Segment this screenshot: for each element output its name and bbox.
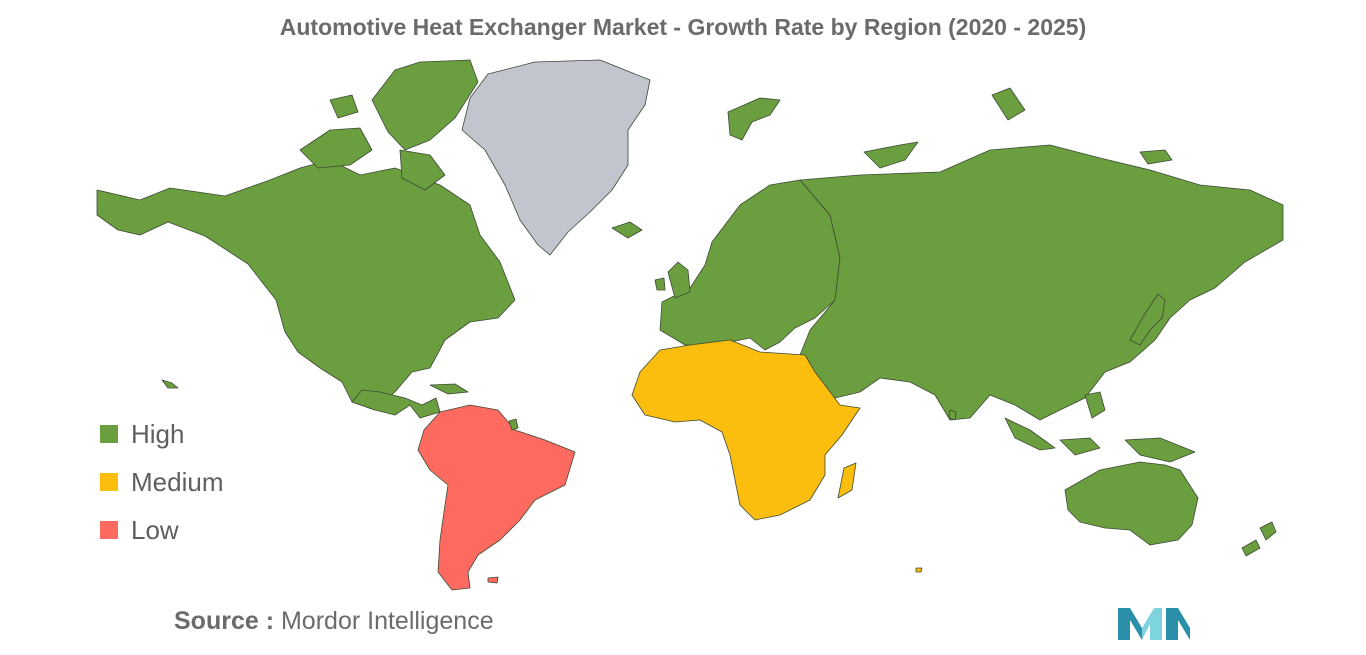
region-central-america bbox=[351, 389, 441, 419]
chart-title: Automotive Heat Exchanger Market - Growt… bbox=[279, 14, 1087, 40]
mordor-intelligence-logo bbox=[1118, 608, 1190, 640]
region-africa bbox=[631, 339, 861, 521]
region-australia bbox=[1064, 461, 1199, 546]
region-north-america bbox=[96, 159, 516, 411]
region-new-zealand bbox=[1259, 521, 1277, 541]
region-japan bbox=[1129, 293, 1166, 346]
legend-item-medium: Medium bbox=[100, 458, 223, 506]
legend-swatch-low bbox=[100, 521, 118, 539]
legend-item-high: High bbox=[100, 410, 223, 458]
legend-label: High bbox=[131, 418, 185, 449]
legend-item-low: Low bbox=[100, 506, 223, 554]
region-arctic-islands bbox=[371, 59, 479, 151]
legend: High Medium Low bbox=[100, 410, 223, 554]
region-asia bbox=[799, 144, 1284, 421]
source-value: Mordor Intelligence bbox=[280, 607, 494, 635]
legend-label: Medium bbox=[131, 466, 224, 497]
region-madagascar bbox=[837, 462, 857, 499]
region-europe bbox=[659, 179, 841, 351]
legend-swatch-high bbox=[100, 425, 118, 443]
legend-swatch-medium bbox=[100, 473, 118, 491]
region-french-guiana bbox=[508, 418, 519, 431]
region-south-america bbox=[417, 404, 576, 591]
source-key: Source : bbox=[174, 607, 275, 635]
source-note: Source : Mordor Intelligence bbox=[174, 607, 494, 636]
legend-label: Low bbox=[131, 514, 179, 545]
region-greenland bbox=[461, 59, 651, 256]
